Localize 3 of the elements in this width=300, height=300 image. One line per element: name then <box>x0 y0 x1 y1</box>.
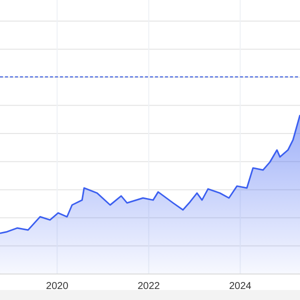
x-tick-label: 2022 <box>138 281 160 292</box>
x-tick-label: 2024 <box>229 281 252 292</box>
x-tick-label: 2020 <box>46 281 69 292</box>
